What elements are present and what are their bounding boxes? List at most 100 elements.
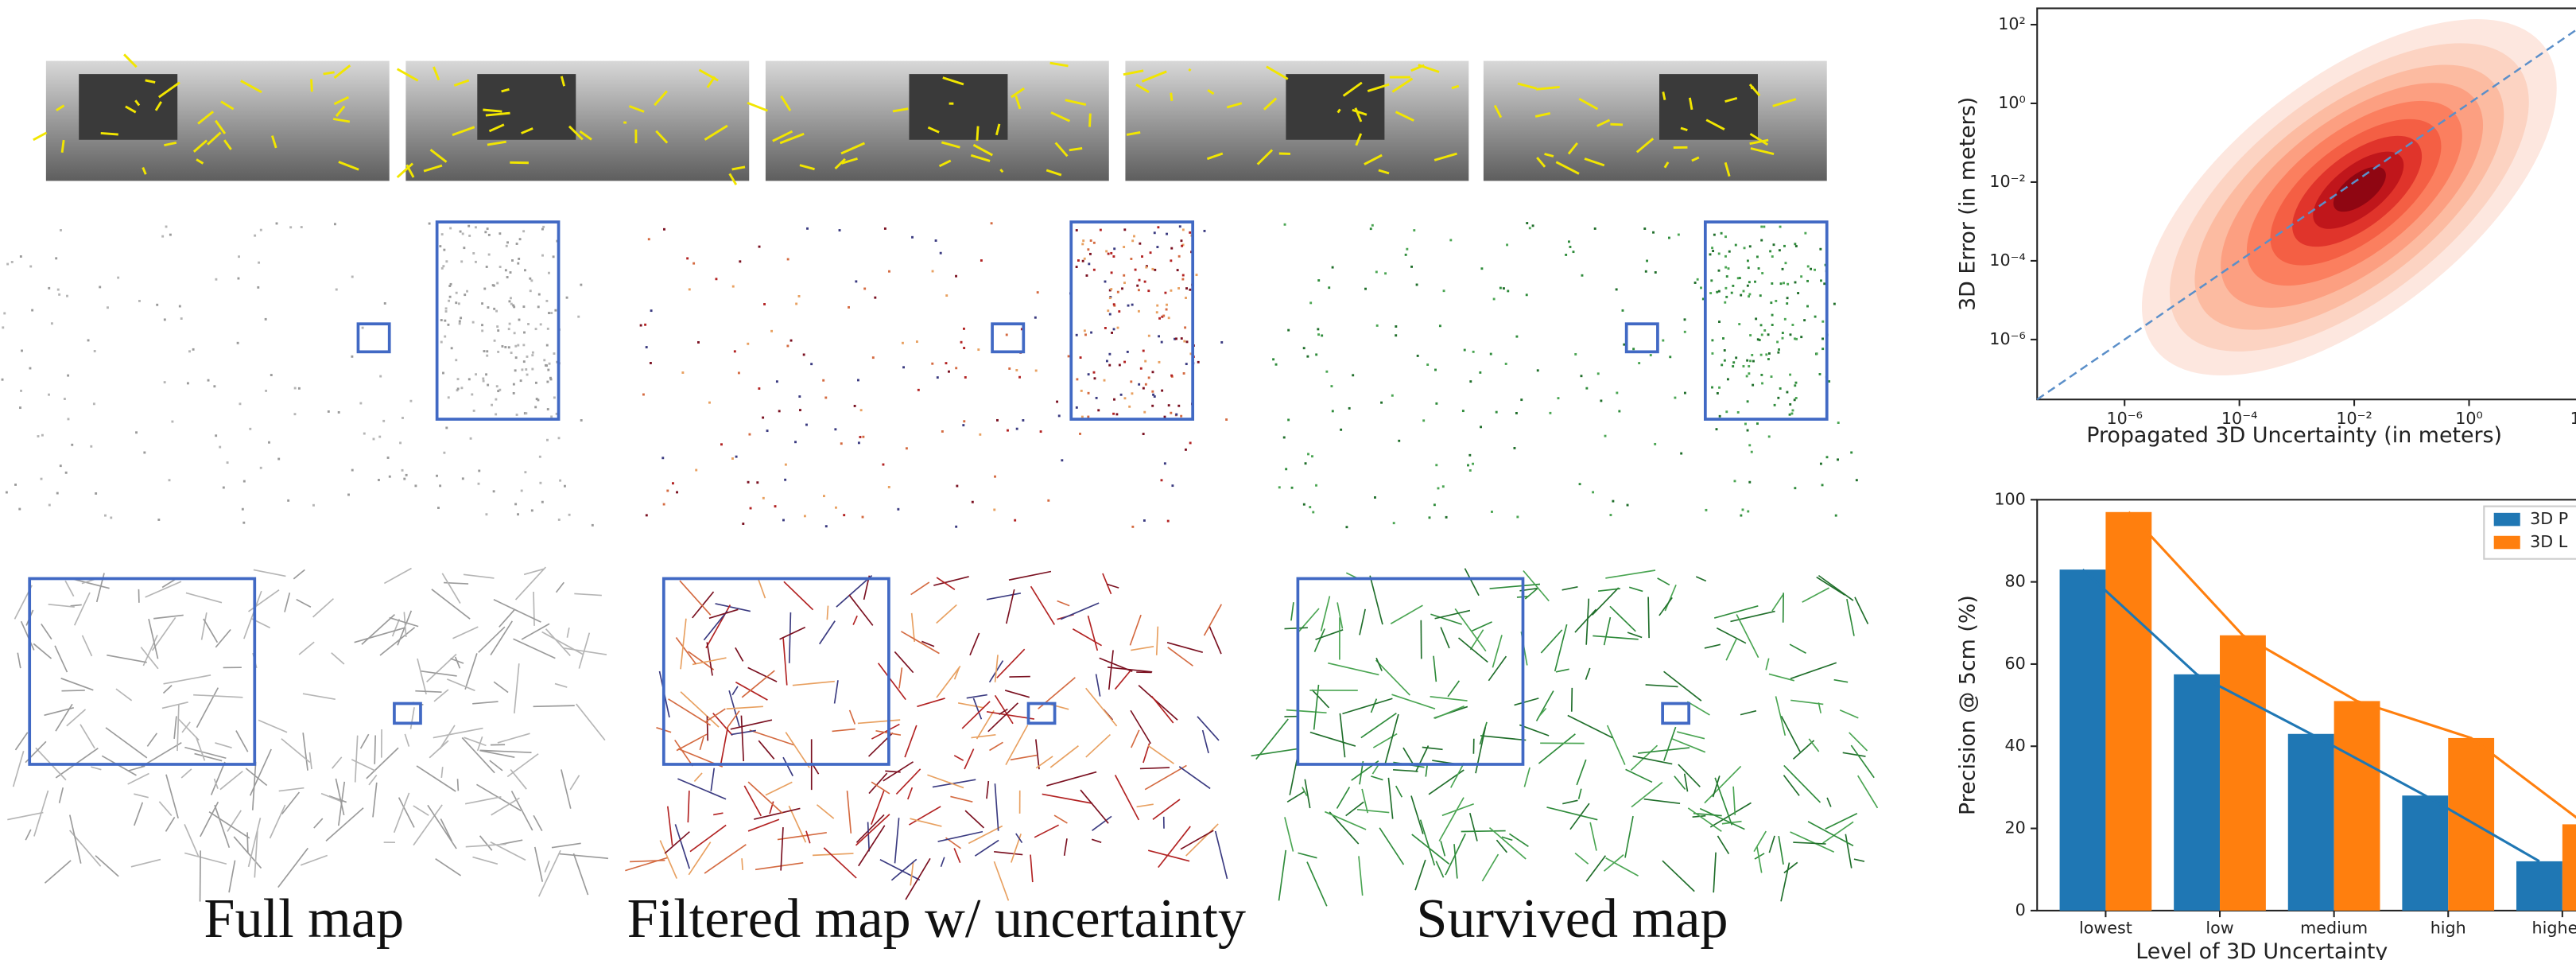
map-line [741, 716, 743, 761]
map-point [1763, 329, 1766, 332]
map-line [1415, 860, 1426, 890]
map-point [540, 323, 542, 325]
map-line [164, 675, 211, 684]
map-point [1618, 410, 1620, 413]
map-point [1776, 341, 1779, 344]
map-line [783, 757, 793, 776]
map-point [439, 484, 441, 487]
map-line [215, 805, 229, 848]
map-point [249, 428, 251, 430]
map-line [429, 740, 448, 758]
map-point [525, 368, 527, 371]
map-point [445, 260, 448, 262]
map-point [1143, 519, 1146, 522]
map-line [480, 836, 492, 850]
map-point [1076, 406, 1078, 409]
bar [2402, 795, 2448, 911]
map-point [164, 318, 166, 321]
map-line [676, 637, 696, 663]
map-point [1724, 360, 1726, 362]
map-point [945, 294, 948, 297]
x-axis-label: Propagated 3D Uncertainty (in meters) [2086, 423, 2502, 448]
map-line [868, 822, 870, 852]
map-point [1112, 255, 1115, 258]
map-point [1800, 275, 1802, 278]
map-line [706, 709, 726, 721]
map-line [1441, 841, 1445, 856]
map-line [441, 767, 442, 778]
map-line [1769, 674, 1794, 680]
map-point [1181, 245, 1183, 247]
map-line [116, 689, 132, 701]
map-line [786, 733, 809, 768]
map-point [1309, 301, 1312, 304]
map-line [1131, 710, 1150, 744]
map-point [455, 301, 457, 304]
map-point [1166, 304, 1168, 306]
map-point [963, 420, 965, 422]
map-line [1286, 710, 1327, 713]
map-point [1317, 328, 1319, 330]
map-point [448, 285, 451, 287]
map-point [1737, 411, 1740, 414]
map-line [895, 818, 899, 863]
map-point [1311, 455, 1313, 457]
map-point [1794, 487, 1796, 489]
map-line [937, 667, 960, 698]
map-point [564, 485, 566, 488]
map-point [1157, 226, 1159, 228]
caption: Survived map [1416, 888, 1728, 950]
map-line [7, 813, 43, 820]
map-point [514, 369, 517, 371]
map-point [1061, 459, 1063, 461]
map-point [487, 384, 489, 387]
map-point [1823, 282, 1825, 285]
map-point [1076, 229, 1078, 231]
map-line [41, 624, 52, 639]
map-line [202, 612, 207, 639]
map-point [1760, 226, 1763, 228]
map-point [1435, 464, 1437, 466]
map-line [1790, 644, 1806, 653]
map-line [270, 805, 285, 838]
map-point [804, 515, 806, 517]
map-point [1684, 392, 1686, 394]
map-point [1760, 324, 1763, 326]
map-point [1779, 387, 1782, 390]
map-point [1376, 325, 1379, 327]
map-point [1406, 248, 1408, 251]
map-line [91, 767, 101, 770]
map-line [1696, 577, 1706, 581]
map-point [138, 300, 141, 302]
map-point [257, 286, 259, 289]
map-point [493, 308, 495, 310]
map-line [1646, 685, 1678, 686]
map-point [443, 249, 445, 251]
map-point [1081, 416, 1084, 418]
map-point [1506, 243, 1508, 246]
map-line [405, 734, 409, 747]
map-point [663, 228, 665, 231]
map-line [494, 682, 508, 692]
map-point [1549, 412, 1551, 414]
map-line [278, 848, 308, 887]
map-point [1189, 289, 1191, 291]
map-point [758, 387, 760, 390]
map-point [1786, 302, 1788, 305]
map-line [80, 725, 95, 748]
map-point [468, 378, 471, 380]
map-line [1065, 838, 1067, 856]
map-point [1272, 358, 1274, 360]
map-point [1088, 392, 1090, 394]
map-point [455, 359, 457, 361]
map-point [539, 482, 541, 484]
map-point [1727, 378, 1729, 380]
map-line [990, 742, 1003, 750]
map-point [742, 523, 744, 525]
map-point [1164, 292, 1166, 294]
map-line [1216, 831, 1228, 879]
map-line [1435, 706, 1465, 718]
map-line [14, 751, 24, 787]
map-point [460, 317, 462, 319]
map-point [359, 402, 362, 405]
